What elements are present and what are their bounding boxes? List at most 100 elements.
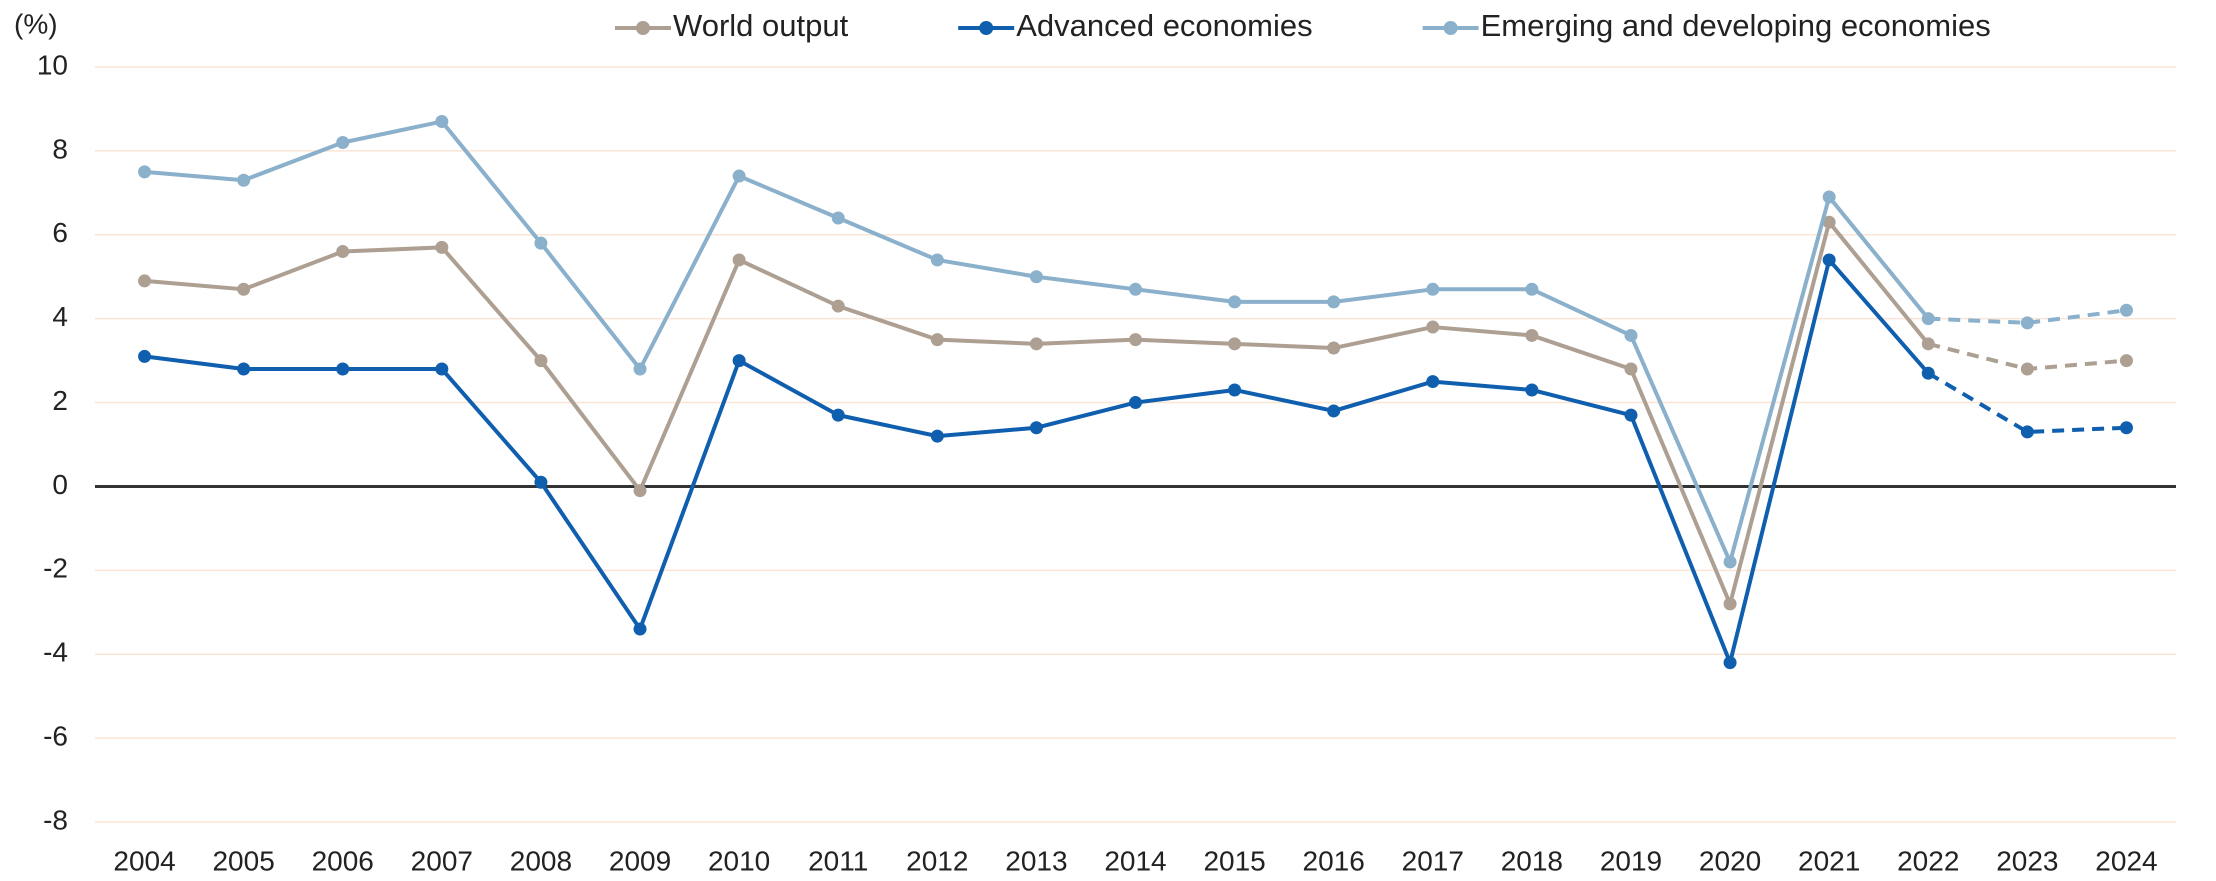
marker: [1228, 295, 1242, 309]
marker: [1723, 656, 1737, 670]
marker: [1029, 270, 1043, 284]
x-tick-label: 2015: [1203, 845, 1265, 876]
legend-label: World output: [673, 8, 849, 43]
marker: [138, 274, 152, 288]
marker: [1426, 282, 1440, 296]
marker: [1822, 190, 1836, 204]
marker: [336, 362, 350, 376]
legend-marker: [1443, 21, 1458, 35]
y-tick-label: 6: [52, 217, 68, 248]
x-tick-label: 2019: [1600, 845, 1662, 876]
y-tick-label: 0: [52, 469, 68, 500]
series-line: [144, 257, 1930, 665]
marker: [831, 211, 845, 225]
x-tick-label: 2004: [113, 845, 175, 876]
marker: [732, 253, 746, 267]
marker: [534, 354, 548, 368]
marker: [1228, 383, 1242, 397]
marker: [237, 173, 251, 187]
marker: [534, 236, 548, 250]
projection-line: [1927, 371, 2127, 434]
marker: [2020, 425, 2034, 439]
marker: [2020, 362, 2034, 376]
marker: [1624, 362, 1638, 376]
x-tick-label: 2011: [808, 845, 868, 876]
x-tick-label: 2012: [906, 845, 968, 876]
y-tick-label: -6: [43, 721, 68, 752]
marker: [1327, 295, 1341, 309]
marker: [138, 349, 152, 363]
y-tick-label: -2: [43, 553, 68, 584]
x-tick-label: 2013: [1005, 845, 1067, 876]
marker: [1525, 328, 1539, 342]
marker: [336, 245, 350, 259]
y-tick-label: -8: [43, 804, 68, 835]
legend-label: Emerging and developing economies: [1481, 8, 1991, 43]
marker: [633, 622, 647, 636]
x-tick-label: 2017: [1402, 845, 1464, 876]
marker: [1723, 597, 1737, 611]
x-tick-label: 2010: [708, 845, 770, 876]
marker: [2119, 421, 2133, 435]
x-tick-label: 2014: [1104, 845, 1166, 876]
marker: [435, 115, 449, 129]
marker: [1327, 341, 1341, 355]
marker: [633, 362, 647, 376]
marker: [1921, 366, 1935, 380]
marker: [930, 333, 944, 347]
y-tick-label: 4: [52, 301, 68, 332]
marker: [930, 429, 944, 443]
x-tick-label: 2020: [1699, 845, 1761, 876]
marker: [336, 136, 350, 149]
marker: [2119, 303, 2133, 317]
marker: [930, 253, 944, 267]
marker: [1624, 408, 1638, 422]
legend-marker: [979, 21, 994, 35]
marker: [1129, 396, 1142, 410]
x-tick-label: 2008: [510, 845, 572, 876]
marker: [1624, 328, 1638, 342]
marker: [1822, 215, 1836, 229]
marker: [1228, 337, 1242, 351]
marker: [1921, 337, 1935, 351]
legend-marker: [636, 21, 650, 35]
marker: [1921, 312, 1935, 326]
x-tick-label: 2006: [312, 845, 374, 876]
marker: [1129, 282, 1142, 296]
x-tick-label: 2024: [2095, 845, 2157, 876]
y-tick-label: 10: [37, 49, 68, 80]
marker: [1822, 253, 1836, 267]
y-axis-label: (%): [14, 8, 58, 39]
x-tick-label: 2005: [212, 845, 274, 876]
y-tick-label: -4: [43, 637, 68, 668]
marker: [435, 240, 449, 254]
marker: [1723, 555, 1737, 569]
marker: [1029, 337, 1043, 351]
marker: [633, 484, 647, 498]
x-tick-label: 2023: [1996, 845, 2058, 876]
marker: [138, 165, 152, 179]
legend-label: Advanced economies: [1016, 8, 1312, 43]
x-tick-label: 2018: [1501, 845, 1563, 876]
marker: [732, 354, 746, 368]
marker: [435, 362, 449, 376]
x-tick-label: 2007: [411, 845, 473, 876]
marker: [1327, 404, 1341, 418]
x-tick-label: 2022: [1897, 845, 1959, 876]
legend: World output Advanced economies Emerging a…: [615, 8, 1991, 43]
marker: [732, 169, 746, 183]
marker: [2020, 316, 2034, 330]
x-tick-label: 2021: [1798, 845, 1860, 876]
marker: [237, 362, 251, 376]
y-tick-label: 2: [52, 385, 68, 416]
marker: [1525, 282, 1539, 296]
marker: [2119, 354, 2133, 368]
marker: [1029, 421, 1043, 435]
projection-line: [1928, 308, 2127, 325]
marker: [1129, 333, 1142, 347]
y-tick-label: 8: [52, 133, 68, 164]
x-tick-label: 2009: [609, 845, 671, 876]
marker: [534, 475, 548, 489]
marker: [831, 299, 845, 313]
